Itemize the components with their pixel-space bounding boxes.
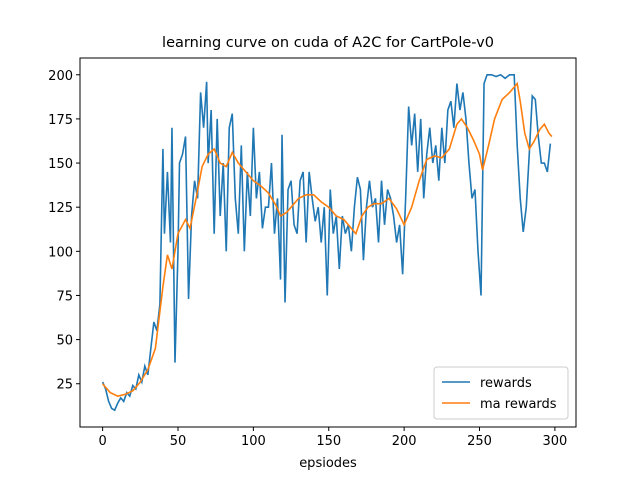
y-tick-label: 200 (48, 69, 73, 84)
chart-title: learning curve on cuda of A2C for CartPo… (162, 35, 494, 51)
x-tick-label: 300 (542, 434, 567, 449)
x-tick-label: 50 (170, 434, 187, 449)
y-tick-label: 75 (56, 289, 73, 304)
x-axis-label: epsiodes (299, 456, 357, 471)
x-tick-label: 150 (316, 434, 341, 449)
x-tick-label: 200 (392, 434, 417, 449)
legend-label: ma rewards (480, 397, 557, 412)
x-tick-label: 0 (98, 434, 106, 449)
y-tick-label: 125 (48, 201, 73, 216)
legend-label: rewards (480, 376, 532, 391)
x-tick-label: 100 (241, 434, 266, 449)
x-tick-label: 250 (467, 434, 492, 449)
plot-frame (79, 57, 577, 428)
legend-box (433, 366, 569, 420)
y-tick-label: 150 (48, 157, 73, 172)
y-tick-label: 175 (48, 113, 73, 128)
line (101, 73, 552, 412)
line (102, 81, 553, 397)
y-tick-label: 25 (56, 378, 73, 393)
y-tick-label: 100 (48, 245, 73, 260)
y-tick-label: 50 (56, 334, 73, 349)
